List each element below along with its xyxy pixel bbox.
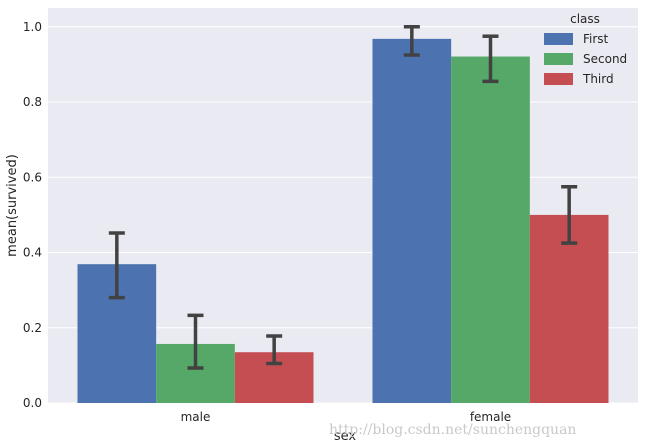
- legend-swatch-third: [544, 73, 573, 85]
- legend-swatch-second: [544, 53, 573, 65]
- y-axis-label: mean(survived): [5, 154, 20, 257]
- y-tick-label: 0.2: [23, 321, 42, 335]
- bar-first-female: [372, 38, 452, 403]
- y-tick-label: 0.6: [23, 170, 42, 184]
- legend-label-third: Third: [582, 72, 614, 86]
- watermark-text: http://blog.csdn.net/sunchengquan: [329, 422, 576, 438]
- x-tick-label: female: [470, 410, 511, 424]
- x-axis-ticks: male female: [181, 410, 512, 424]
- legend: class First Second Third: [544, 12, 627, 86]
- y-tick-label: 0.8: [23, 95, 42, 109]
- x-axis-label: sex: [334, 429, 357, 444]
- bar-second-female: [451, 56, 530, 404]
- y-tick-label: 1.0: [23, 20, 42, 34]
- bar-third-female: [529, 214, 609, 403]
- legend-title: class: [570, 12, 600, 26]
- legend-label-second: Second: [583, 52, 627, 66]
- y-tick-label: 0.0: [23, 396, 42, 410]
- y-tick-label: 0.4: [23, 246, 42, 260]
- y-axis-ticks: 0.0 0.2 0.4 0.6 0.8 1.0: [23, 20, 42, 410]
- legend-label-first: First: [583, 32, 609, 46]
- legend-swatch-first: [544, 33, 573, 45]
- x-tick-label: male: [181, 410, 211, 424]
- error-bars: [108, 25, 578, 370]
